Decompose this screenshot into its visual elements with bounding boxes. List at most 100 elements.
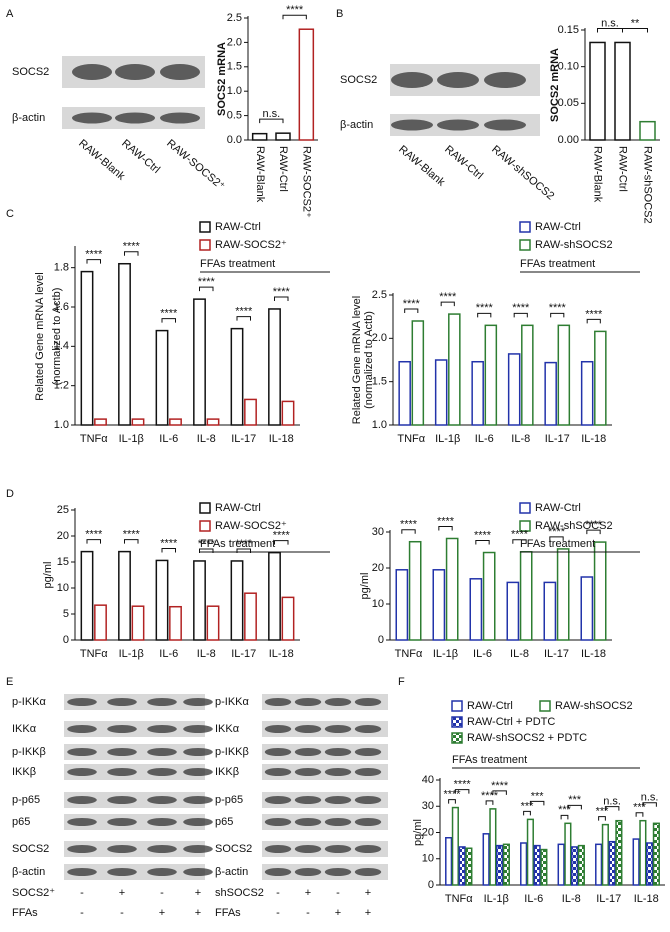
legend-swatch — [519, 239, 531, 251]
blot-band — [294, 818, 322, 826]
sig-bracket — [550, 312, 565, 318]
sig-label: **** — [476, 302, 494, 314]
bar — [118, 262, 131, 426]
x-tick-label: IL-8 — [511, 433, 530, 445]
y-tick-label: 1.5 — [227, 61, 242, 73]
bar — [434, 359, 448, 426]
legend-swatch — [451, 700, 463, 712]
blot-row-label: IKKβ — [12, 766, 36, 778]
sig-bracket — [586, 318, 601, 324]
blot-row-label: p-IKKβ — [12, 746, 46, 758]
legend-label: RAW-Ctrl — [535, 502, 581, 514]
x-tick-label: IL-1β — [119, 433, 144, 445]
bar — [206, 418, 220, 426]
x-tick-label: IL-18 — [581, 648, 606, 660]
bar — [193, 298, 206, 426]
legend-note: FFAs treatment — [200, 258, 275, 270]
legend-label: RAW-shSOCS2 — [535, 239, 613, 251]
blot-band — [183, 796, 213, 804]
bar — [80, 550, 94, 641]
bar — [520, 842, 528, 886]
y-tick-label: 2.0 — [227, 36, 242, 48]
bar — [244, 398, 257, 426]
sig-bracket — [199, 548, 214, 553]
sig-bracket — [124, 251, 139, 256]
sig-bracket — [438, 525, 453, 531]
condition-sign: + — [119, 887, 125, 899]
bar — [193, 560, 206, 641]
blot-band — [183, 725, 213, 733]
bar — [652, 822, 660, 886]
sig-label: *** — [568, 794, 582, 806]
blot-band — [67, 845, 97, 853]
blot-band — [159, 112, 201, 124]
y-tick-label: 15 — [57, 556, 69, 568]
blot-band — [147, 748, 177, 756]
legend-swatch — [199, 221, 211, 233]
sig-label: ** — [631, 17, 640, 29]
bar — [80, 270, 94, 426]
legend-note: FFAs treatment — [520, 538, 595, 550]
blot-band — [67, 725, 97, 733]
y-tick-label: 20 — [57, 530, 69, 542]
blot-band — [67, 698, 97, 706]
y-tick-label: 5 — [63, 608, 69, 620]
blot-band — [107, 748, 137, 756]
blot-band — [147, 768, 177, 776]
bar — [557, 324, 571, 426]
sig-bracket — [523, 810, 531, 816]
x-tick-label: IL-18 — [269, 433, 294, 445]
sig-bracket — [259, 118, 284, 124]
blot-band — [67, 818, 97, 826]
blot-band — [264, 698, 292, 706]
y-axis-label: SOCS2 mRNA — [216, 42, 228, 116]
blot-band — [107, 698, 137, 706]
blot-band — [147, 868, 177, 876]
x-tick-label: IL-8 — [197, 433, 216, 445]
y-tick-label: 1.4 — [54, 340, 69, 352]
sig-label: **** — [511, 529, 529, 541]
bar — [639, 819, 647, 886]
x-tick-label: IL-8 — [197, 648, 216, 660]
blot-band — [391, 72, 433, 88]
legend-label: RAW-SOCS2⁺ — [215, 239, 287, 251]
legend-label: RAW-shSOCS2 + PDTC — [467, 732, 587, 744]
blot-band — [67, 768, 97, 776]
bar — [601, 823, 609, 886]
sig-label: **** — [400, 519, 418, 531]
legend-swatch — [519, 502, 531, 514]
bar — [268, 308, 281, 426]
sig-bracket — [401, 529, 416, 534]
lane-label: RAW-Blank — [396, 143, 447, 189]
sig-label: n.s. — [262, 108, 280, 120]
y-axis-label: (normalized to Actb) — [51, 288, 63, 386]
legend-label: RAW-shSOCS2 — [555, 700, 633, 712]
x-tick-label: IL-18 — [634, 893, 659, 905]
condition-label: FFAs — [215, 907, 241, 919]
blot-band — [354, 698, 382, 706]
condition-label: shSOCS2 — [215, 887, 264, 899]
y-tick-label: 0 — [378, 634, 384, 646]
condition-label: FFAs — [12, 907, 38, 919]
bar — [556, 548, 570, 641]
y-tick-label: 0.05 — [558, 97, 579, 109]
legend-swatch — [539, 700, 551, 712]
blot-band — [71, 64, 113, 80]
blot-band — [324, 768, 352, 776]
sig-label: **** — [585, 308, 603, 320]
sig-label: **** — [443, 788, 461, 800]
blot-band — [324, 868, 352, 876]
sig-label: **** — [439, 291, 457, 303]
y-tick-label: 30 — [422, 800, 434, 812]
y-tick-label: 0 — [63, 634, 69, 646]
y-tick-label: 2.0 — [372, 332, 387, 344]
bar — [131, 418, 145, 426]
legend-label: RAW-SOCS2⁺ — [215, 520, 287, 532]
blot-band — [107, 868, 137, 876]
sig-label: **** — [437, 515, 455, 527]
condition-sign: + — [365, 907, 371, 919]
sig-label: **** — [286, 4, 304, 16]
sig-bracket — [560, 814, 569, 820]
blot-band — [183, 748, 213, 756]
bar — [94, 604, 107, 641]
